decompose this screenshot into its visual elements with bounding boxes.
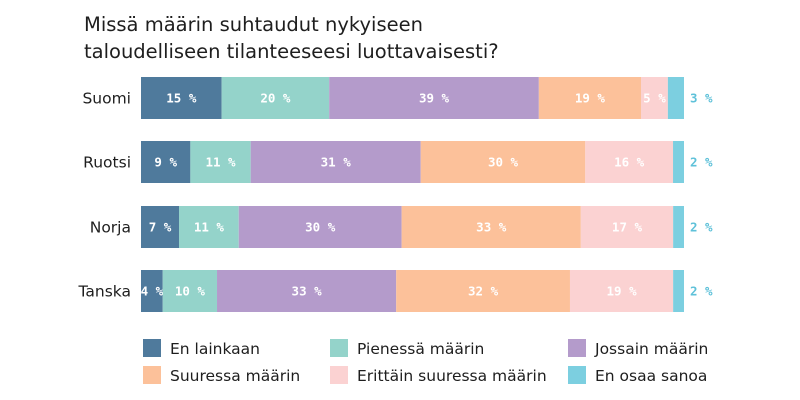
legend-swatch-4 <box>330 366 348 384</box>
category-label-norja: Norja <box>90 219 131 237</box>
bar-segment-tanska-4 <box>569 270 674 312</box>
bar-segment-tanska-0 <box>141 270 163 312</box>
legend: En lainkaan Pienessä määrin Jossain määrin… <box>143 339 708 385</box>
bar-segment-norja-2 <box>238 206 402 248</box>
bar-segment-norja-0 <box>141 206 180 248</box>
bar-segment-norja-3 <box>401 206 581 248</box>
bar-value-label-norja-5: 2 % <box>690 220 713 235</box>
bar-segment-suomi-4 <box>640 77 668 119</box>
bar-segment-suomi-2 <box>329 77 539 119</box>
bar-value-label-ruotsi-2: 31 % <box>321 155 352 170</box>
bar-segment-norja-5 <box>673 206 684 248</box>
chart-title-line-2: taloudelliseen tilanteeseesi luottavaise… <box>84 40 499 63</box>
bar-value-label-ruotsi-4: 16 % <box>614 155 645 170</box>
bar-value-label-norja-4: 17 % <box>612 220 643 235</box>
bar-value-label-norja-3: 33 % <box>476 220 507 235</box>
bar-value-label-tanska-4: 19 % <box>607 284 638 299</box>
bar-value-label-tanska-5: 2 % <box>690 284 713 299</box>
bar-segment-suomi-1 <box>221 77 330 119</box>
bar-segment-ruotsi-1 <box>190 141 251 183</box>
bar-segment-ruotsi-4 <box>585 141 674 183</box>
category-label-tanska: Tanska <box>77 283 131 301</box>
legend-label-4: Erittäin suuressa määrin <box>357 367 547 385</box>
bar-value-label-norja-0: 7 % <box>149 220 172 235</box>
bar-value-label-suomi-1: 20 % <box>260 91 291 106</box>
bar-segment-ruotsi-5 <box>673 141 684 183</box>
bar-value-label-suomi-2: 39 % <box>419 91 450 106</box>
bar-segment-norja-1 <box>179 206 239 248</box>
bar-value-label-suomi-4: 5 % <box>643 91 666 106</box>
bar-value-label-tanska-0: 4 % <box>141 284 164 299</box>
bars-group: Suomi 15 % 20 % 39 % 19 % 5 % 3 % Ruotsi 9 % 11 %… <box>77 77 713 312</box>
bar-value-label-tanska-2: 33 % <box>292 284 323 299</box>
bar-segment-tanska-3 <box>396 270 570 312</box>
bar-value-label-ruotsi-1: 11 % <box>205 155 236 170</box>
bar-value-label-ruotsi-5: 2 % <box>690 155 713 170</box>
bar-segment-suomi-0 <box>141 77 222 119</box>
bar-segment-ruotsi-3 <box>420 141 586 183</box>
chart-title-line-1: Missä määrin suhtaudut nykyiseen <box>84 13 423 36</box>
legend-label-0: En lainkaan <box>170 340 260 358</box>
legend-swatch-5 <box>568 366 586 384</box>
bar-value-label-suomi-5: 3 % <box>690 91 713 106</box>
bar-value-label-norja-2: 30 % <box>305 220 336 235</box>
legend-label-2: Jossain määrin <box>594 340 708 358</box>
bar-value-label-tanska-1: 10 % <box>175 284 206 299</box>
category-label-suomi: Suomi <box>82 90 131 108</box>
bar-segment-tanska-5 <box>673 270 684 312</box>
bar-value-label-suomi-3: 19 % <box>575 91 606 106</box>
bar-value-label-ruotsi-0: 9 % <box>154 155 177 170</box>
legend-label-3: Suuressa määrin <box>170 367 300 385</box>
legend-swatch-0 <box>143 339 161 357</box>
bar-segment-suomi-3 <box>538 77 641 119</box>
bar-value-label-tanska-3: 32 % <box>468 284 499 299</box>
bar-segment-tanska-2 <box>217 270 397 312</box>
bar-segment-norja-4 <box>580 206 674 248</box>
bar-value-label-suomi-0: 15 % <box>166 91 197 106</box>
legend-swatch-3 <box>143 366 161 384</box>
bar-segment-suomi-5 <box>667 77 684 119</box>
bar-segment-ruotsi-2 <box>250 141 421 183</box>
category-label-ruotsi: Ruotsi <box>83 154 131 172</box>
bar-value-label-ruotsi-3: 30 % <box>488 155 519 170</box>
bar-segment-ruotsi-0 <box>141 141 191 183</box>
legend-label-1: Pienessä määrin <box>357 340 484 358</box>
legend-swatch-1 <box>330 339 348 357</box>
bar-value-label-norja-1: 11 % <box>194 220 225 235</box>
legend-swatch-2 <box>568 339 586 357</box>
bar-segment-tanska-1 <box>162 270 218 312</box>
legend-label-5: En osaa sanoa <box>595 367 707 385</box>
